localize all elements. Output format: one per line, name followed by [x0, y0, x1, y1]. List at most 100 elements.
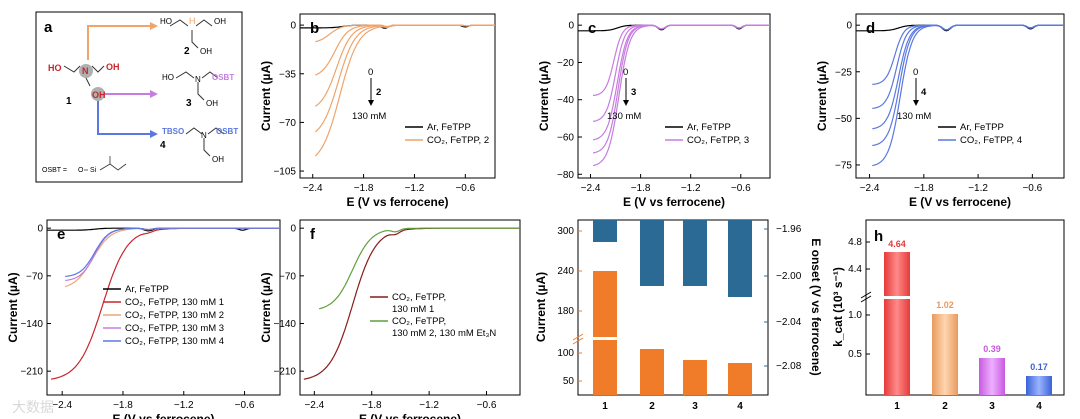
- d-ytick-label: −50: [835, 114, 852, 125]
- f-ytick-label: −140: [273, 319, 296, 330]
- c-ytick-label: 0: [568, 21, 574, 32]
- e-ytick-label: −140: [20, 319, 43, 330]
- c-legend-label-0: Ar, FeTPP: [687, 122, 731, 133]
- h-xtick-3: 3: [989, 401, 995, 412]
- h-bar-3: [979, 358, 1005, 395]
- d-legend-label-0: Ar, FeTPP: [960, 122, 1004, 133]
- compound-4-tbso: TBSO: [162, 127, 184, 136]
- arrow-to-2-head: [150, 22, 158, 30]
- f-xtick-label: −2.4: [304, 400, 324, 411]
- g-ytick-left-240: 240: [557, 266, 574, 277]
- b-legend-label-1: CO₂, FeTPP, 2: [427, 135, 489, 146]
- b-annotation-from: 0: [368, 67, 373, 78]
- h-xtick-2: 2: [942, 401, 948, 412]
- f-xtick-label: −1.2: [419, 400, 439, 411]
- panel-e: e −2.4 −1.8 −1.2 −0.6 0 −70 −140 −210 E (V vs fer…: [6, 219, 281, 419]
- compound-4-number: 4: [160, 140, 166, 151]
- c-annotation-to: 130 mM: [607, 111, 641, 122]
- g-left-tick-marks: [578, 230, 582, 382]
- e-xtick-label: −0.6: [235, 400, 255, 411]
- b-plot-frame: [299, 13, 496, 179]
- h-bar-2: [932, 314, 958, 395]
- h-tick-marks: [866, 241, 870, 355]
- watermark: 大数据: [12, 399, 54, 415]
- compound-1-bonds: [63, 65, 105, 87]
- compound-3-n: N: [195, 75, 201, 84]
- d-annotation-to: 130 mM: [897, 111, 931, 122]
- e-panel-label: e: [57, 226, 65, 243]
- arrow-to-2: [87, 25, 150, 60]
- compound-2-oh-bottom: OH: [200, 47, 212, 56]
- compound-2-h: H: [189, 16, 196, 26]
- g-right-tick-marks: [764, 228, 768, 367]
- e-ytick-label: −70: [26, 271, 43, 282]
- f-xlabel: E (V vs ferrocene): [359, 412, 461, 419]
- f-legend-label-0: CO₂, FeTPP,: [392, 292, 446, 303]
- panel-h: h 4.64 1.02 0.39 0.17 4.8 4.4 1.0 0.5 k_…: [831, 219, 1065, 412]
- d-series-5: [872, 24, 1064, 167]
- d-annotation-arrow-head: [913, 100, 919, 106]
- f-legend-label-1: 130 mM 1: [392, 304, 434, 315]
- c-plot-frame: [577, 13, 771, 179]
- compound-1-n: N: [82, 66, 89, 76]
- g-right-ticks: −1.96 −2.00 −2.04 −2.08: [764, 224, 802, 372]
- f-xtick-label: −0.6: [477, 400, 497, 411]
- b-annotation-compound: 2: [376, 87, 381, 98]
- compound-4-n: N: [201, 131, 207, 140]
- g-ylabel-right: E onset (V vs ferrocene): [809, 238, 823, 375]
- f-legend-label-3: 130 mM 2, 130 mM Et₃N: [392, 328, 496, 339]
- compound-1-number: 1: [66, 96, 72, 107]
- e-series-4: [65, 227, 280, 277]
- g-ytick-right-2.04: −2.04: [776, 317, 802, 328]
- g-xtick-2: 2: [649, 401, 655, 412]
- c-xtick-label: −0.6: [731, 183, 751, 194]
- d-plot-frame: [855, 13, 1065, 179]
- h-value-3: 0.39: [983, 344, 1001, 354]
- c-xtick-label: −1.2: [681, 183, 701, 194]
- panel-a-frame: [35, 11, 243, 183]
- e-ytick-label: 0: [37, 224, 43, 235]
- d-ylabel: Current (µA): [815, 61, 829, 131]
- b-annotation-arrow-head: [368, 100, 374, 106]
- compound-1-oh-highlight: [91, 87, 105, 101]
- c-ytick-label: −80: [557, 170, 574, 181]
- b-xtick-label: −1.8: [354, 183, 374, 194]
- e-plot-frame: [46, 219, 281, 396]
- f-plot-frame: [299, 219, 521, 396]
- e-xlabel: E (V vs ferrocene): [112, 412, 214, 419]
- d-xlabel: E (V vs ferrocene): [909, 195, 1011, 209]
- h-ylabel: k_cat (10³ s⁻¹): [831, 267, 845, 347]
- compound-3-number: 3: [186, 98, 192, 109]
- b-xtick-label: −1.2: [405, 183, 425, 194]
- c-ytick-label: −20: [557, 58, 574, 69]
- e-legend-label-1: CO₂, FeTPP, 130 mM 1: [125, 297, 224, 308]
- d-ytick-label: 0: [846, 21, 852, 32]
- c-xlabel: E (V vs ferrocene): [623, 195, 725, 209]
- c-ytick-label: −60: [557, 133, 574, 144]
- e-xtick-label: −1.8: [113, 400, 133, 411]
- h-axis-break: [860, 291, 872, 303]
- osbt-bonds: [84, 156, 127, 171]
- panel-a-label: a: [44, 19, 53, 36]
- e-legend-label-3: CO₂, FeTPP, 130 mM 3: [125, 323, 224, 334]
- e-legend-label-2: CO₂, FeTPP, 130 mM 2: [125, 310, 224, 321]
- b-ylabel: Current (µA): [259, 61, 273, 131]
- c-panel-label: c: [588, 20, 596, 37]
- c-series-5: [592, 24, 770, 167]
- c-ytick-label: −40: [557, 95, 574, 106]
- h-bar-1-break: [880, 296, 914, 299]
- c-annotation-arrow-head: [623, 100, 629, 106]
- compound-2-ho: HO: [160, 17, 172, 26]
- panel-g: g 300 240 180 100 50 Current (µA) −1.96 …: [534, 219, 823, 412]
- c-series-1: [592, 24, 770, 97]
- f-panel-label: f: [310, 226, 316, 243]
- g-axis-break: [572, 333, 584, 345]
- d-xtick-label: −0.6: [1022, 183, 1042, 194]
- compound-2-oh: OH: [214, 17, 226, 26]
- f-series-1: [318, 227, 520, 310]
- b-ytick-label: 0: [290, 21, 296, 32]
- h-bar-1: [884, 252, 910, 395]
- b-xlabel: E (V vs ferrocene): [346, 195, 448, 209]
